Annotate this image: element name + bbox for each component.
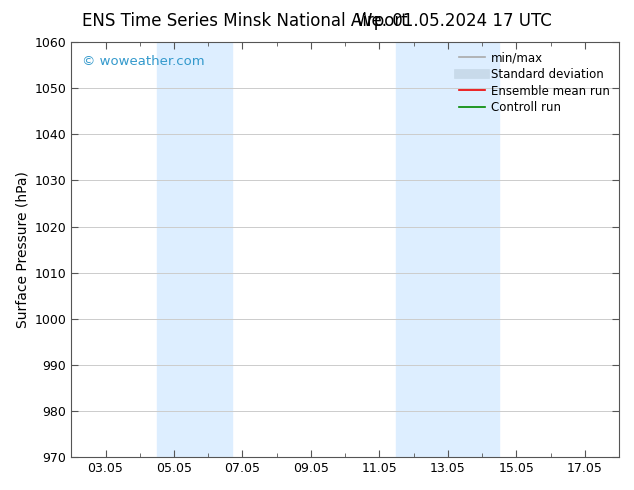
Text: © woweather.com: © woweather.com	[82, 54, 205, 68]
Bar	[157, 42, 232, 457]
Text: We. 01.05.2024 17 UTC: We. 01.05.2024 17 UTC	[356, 12, 552, 30]
Y-axis label: Surface Pressure (hPa): Surface Pressure (hPa)	[15, 171, 29, 328]
Bar	[448, 42, 499, 457]
Text: ENS Time Series Minsk National Airport: ENS Time Series Minsk National Airport	[82, 12, 408, 30]
Bar	[396, 42, 448, 457]
Legend: min/max, Standard deviation, Ensemble mean run, Controll run: min/max, Standard deviation, Ensemble me…	[455, 48, 613, 118]
